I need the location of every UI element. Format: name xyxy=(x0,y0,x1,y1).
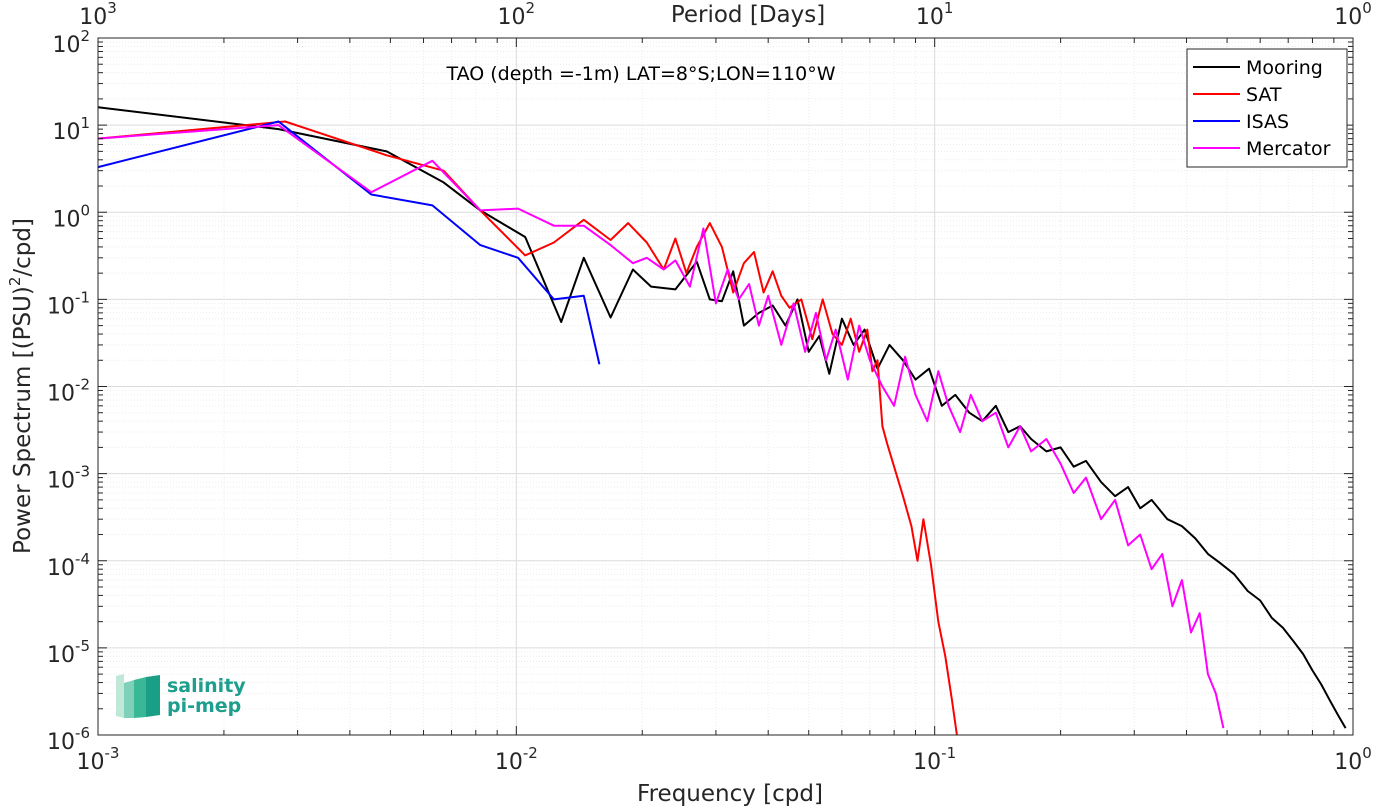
series-line-isas xyxy=(97,120,601,365)
y-tick-label: 10-3 xyxy=(47,463,90,494)
series-lines xyxy=(97,106,1347,736)
chart-title: TAO (depth =-1m) LAT=8°S;LON=110°W xyxy=(445,63,835,85)
legend-label-isas: ISAS xyxy=(1246,111,1289,133)
y-tick-label: 102 xyxy=(52,27,90,58)
legend-label-mooring: Mooring xyxy=(1246,57,1323,79)
logo-wave-icon xyxy=(134,677,146,718)
y-tick-label: 100 xyxy=(52,201,90,232)
logo-wave-icon xyxy=(124,680,134,718)
logo-text-salinity: salinity xyxy=(167,675,246,697)
top-axis-title: Period [Days] xyxy=(671,2,825,28)
y-tick-label: 10-6 xyxy=(47,724,90,755)
logo-text-pimep: pi-mep xyxy=(167,695,241,717)
x-axis-title: Frequency [cpd] xyxy=(637,781,823,807)
legend-label-mercator: Mercator xyxy=(1246,138,1331,160)
logo: salinity pi-mep xyxy=(116,674,246,718)
y-tick-label: 10-2 xyxy=(47,376,90,407)
top-tick-label: 100 xyxy=(1334,0,1372,30)
x-tick-label: 100 xyxy=(1334,744,1372,775)
logo-wave-icon xyxy=(146,675,160,717)
series-line-mooring xyxy=(97,106,1347,729)
series-line-mercator xyxy=(97,124,1225,729)
top-tick-label: 103 xyxy=(79,0,117,30)
top-tick-label: 102 xyxy=(498,0,536,30)
y-tick-label: 10-1 xyxy=(47,288,90,319)
x-tick-label: 10-1 xyxy=(913,744,956,775)
legend: Mooring SAT ISAS Mercator xyxy=(1186,48,1348,168)
y-tick-label: 10-5 xyxy=(47,637,90,668)
x-tick-label: 10-2 xyxy=(495,744,538,775)
legend-label-sat: SAT xyxy=(1246,84,1282,106)
y-axis-title: Power Spectrum [(PSU)2/cpd] xyxy=(6,218,36,554)
axis-ticks xyxy=(97,38,1353,736)
y-tick-label: 10-4 xyxy=(47,550,90,581)
grid-lines xyxy=(97,38,1353,736)
series-line-sat xyxy=(97,120,958,736)
logo-wave-icon xyxy=(116,674,124,718)
top-tick-label: 101 xyxy=(916,0,954,30)
y-tick-label: 101 xyxy=(52,114,90,145)
x-tick-label: 10-3 xyxy=(77,744,120,775)
